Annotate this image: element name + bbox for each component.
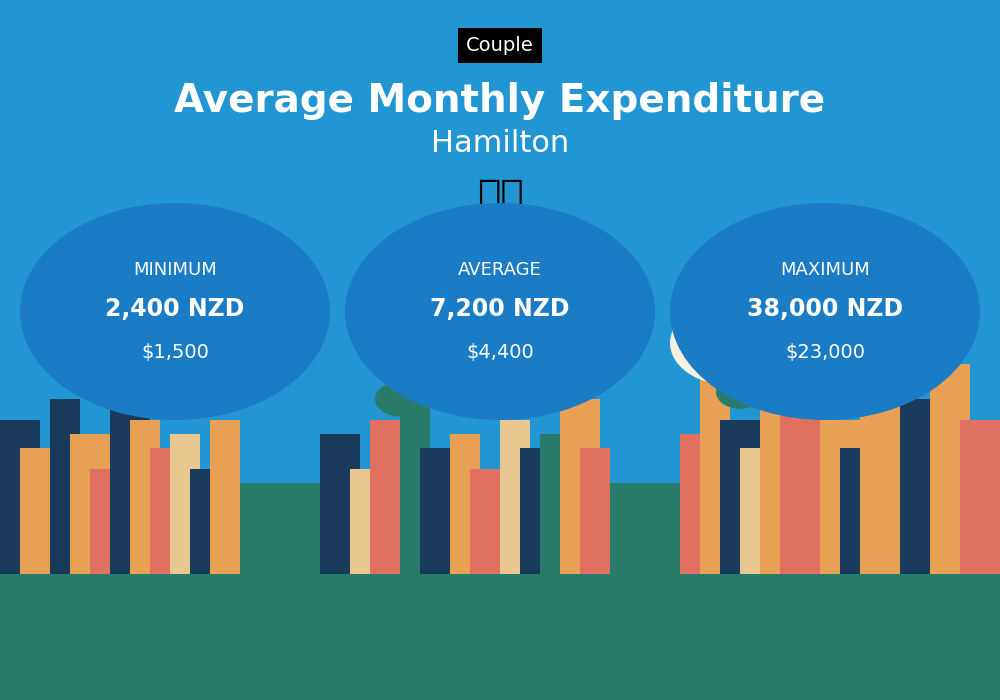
Text: Hamilton: Hamilton: [431, 129, 569, 158]
Circle shape: [670, 301, 790, 385]
Bar: [350, 469, 380, 574]
Point: [802, 344, 818, 356]
Point: [702, 351, 718, 363]
Text: 38,000 NZD: 38,000 NZD: [747, 298, 903, 321]
Bar: [420, 448, 460, 574]
Bar: [50, 399, 80, 574]
Circle shape: [20, 203, 330, 420]
Bar: [450, 434, 480, 574]
Bar: [780, 364, 830, 574]
Circle shape: [670, 203, 980, 420]
Bar: [560, 399, 600, 574]
Bar: [170, 434, 200, 574]
Bar: [130, 420, 160, 574]
Text: $1,500: $1,500: [141, 343, 209, 362]
Circle shape: [165, 298, 275, 374]
Text: Average Monthly Expenditure: Average Monthly Expenditure: [174, 83, 826, 120]
Circle shape: [375, 382, 425, 416]
Circle shape: [345, 203, 655, 420]
Bar: [700, 378, 730, 574]
Text: $23,000: $23,000: [785, 343, 865, 362]
Bar: [720, 420, 760, 574]
Bar: [930, 364, 970, 574]
Bar: [860, 329, 910, 574]
Bar: [820, 420, 860, 574]
Bar: [320, 434, 360, 574]
Bar: [210, 420, 240, 574]
Bar: [500, 420, 530, 574]
Bar: [90, 469, 120, 574]
Bar: [110, 378, 150, 574]
Text: AVERAGE: AVERAGE: [458, 261, 542, 279]
Bar: [840, 448, 870, 574]
Bar: [760, 399, 800, 574]
Bar: [540, 434, 570, 574]
Point: [92, 365, 108, 377]
Bar: [20, 448, 70, 574]
Text: MINIMUM: MINIMUM: [133, 261, 217, 279]
Bar: [740, 448, 770, 574]
Point: [162, 344, 178, 356]
Bar: [960, 420, 1000, 574]
Bar: [470, 469, 510, 574]
Bar: [0, 420, 40, 574]
Bar: [70, 434, 110, 574]
Bar: [190, 469, 230, 574]
Bar: [400, 399, 430, 574]
Bar: [150, 448, 190, 574]
Bar: [520, 448, 560, 574]
Text: 🇳🇿: 🇳🇿: [477, 177, 523, 215]
Circle shape: [705, 270, 835, 360]
Circle shape: [528, 370, 572, 400]
Circle shape: [716, 375, 764, 409]
Text: $4,400: $4,400: [466, 343, 534, 362]
Text: 2,400 NZD: 2,400 NZD: [105, 298, 245, 321]
Circle shape: [755, 298, 865, 374]
Bar: [900, 399, 940, 574]
Text: Couple: Couple: [466, 36, 534, 55]
Circle shape: [120, 322, 240, 406]
Bar: [0, 483, 1000, 700]
Bar: [680, 434, 720, 574]
Bar: [370, 420, 410, 574]
Bar: [580, 448, 610, 574]
Circle shape: [210, 315, 310, 385]
Text: 7,200 NZD: 7,200 NZD: [430, 298, 570, 321]
Text: MAXIMUM: MAXIMUM: [780, 261, 870, 279]
